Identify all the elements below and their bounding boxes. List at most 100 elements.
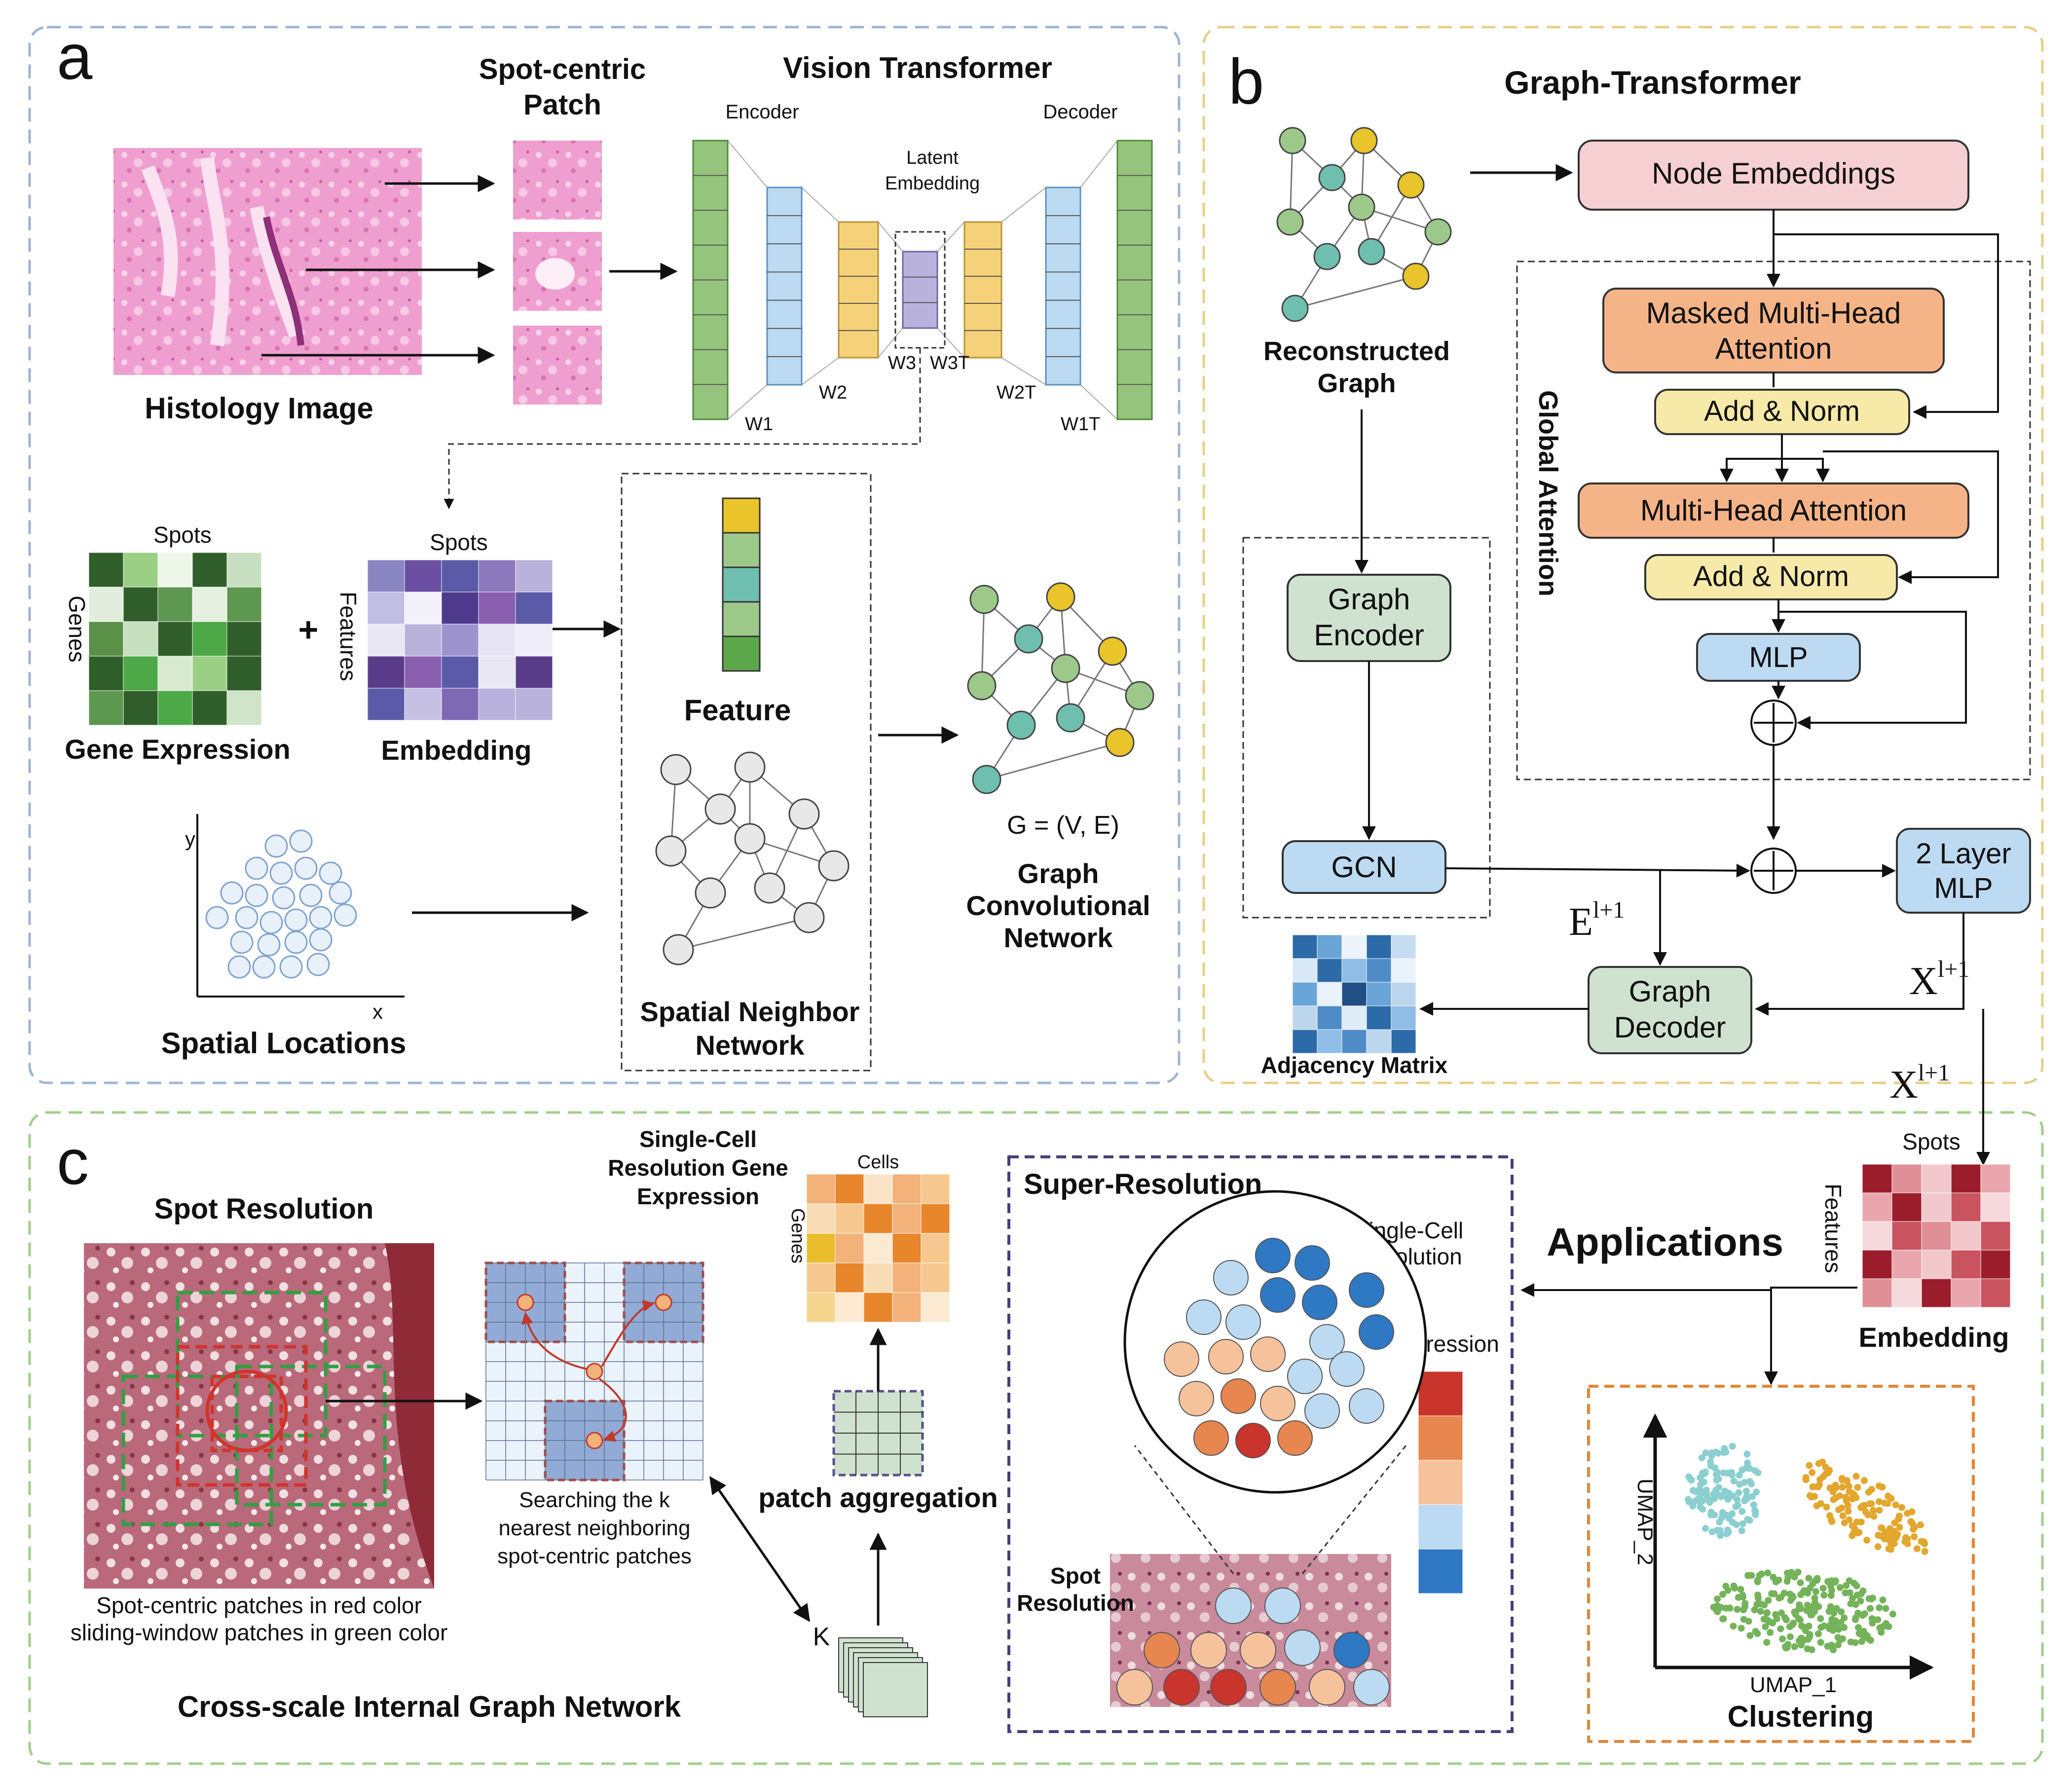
umap-point — [1728, 1469, 1736, 1476]
umap-point — [1798, 1641, 1805, 1649]
gcn-edge — [986, 741, 1120, 780]
adjacency-cell — [1341, 982, 1367, 1006]
sc-heat-cell — [806, 1292, 836, 1323]
embedding-heat-cell — [515, 559, 553, 592]
single-cell — [1304, 1393, 1340, 1429]
umap-point — [1865, 1488, 1872, 1496]
patch-caption-2: sliding-window patches in green color — [71, 1620, 448, 1645]
gene-expr-genes-label: Genes — [64, 595, 90, 663]
spatial-spot — [252, 955, 276, 979]
spot-patch-1 — [513, 141, 602, 220]
umap-point — [1826, 1512, 1833, 1519]
gene-heat-cell — [88, 690, 124, 726]
spatial-spot — [257, 933, 281, 957]
umap-point — [1719, 1591, 1727, 1598]
umap-point — [1853, 1582, 1860, 1590]
w3t-label: W3T — [930, 353, 969, 373]
single-cell — [1309, 1324, 1345, 1360]
gcn-title-2: Convolutional — [966, 890, 1150, 921]
umap-point — [1921, 1540, 1928, 1548]
masked-mha-label-1: Masked Multi-Head — [1646, 296, 1901, 330]
spatial-spot — [333, 903, 357, 927]
umap-point — [1863, 1632, 1871, 1639]
zoom-line-left — [1134, 1445, 1234, 1574]
umap-point — [1854, 1483, 1861, 1491]
single-cell-cells — [1164, 1238, 1394, 1458]
umap-point — [1895, 1513, 1903, 1520]
umap-point — [1817, 1624, 1825, 1631]
gene-heat-cell — [157, 690, 193, 726]
umap-point — [1784, 1641, 1792, 1648]
spatial-network-node — [704, 793, 736, 825]
umap-point — [1886, 1545, 1893, 1552]
umap-point — [1812, 1588, 1819, 1595]
embedding-red-cell — [1951, 1278, 1981, 1308]
k-patch-stack — [838, 1637, 928, 1717]
sc-heat-cell — [835, 1292, 864, 1323]
spatial-spot — [269, 861, 293, 885]
umap-point — [1719, 1615, 1727, 1623]
reconstructed-node — [1279, 127, 1306, 154]
spatial-spot — [245, 856, 268, 880]
umap-point — [1842, 1589, 1849, 1596]
umap-point — [1779, 1635, 1786, 1643]
embedding-red-cell — [1980, 1192, 2011, 1222]
single-cell — [1255, 1238, 1291, 1273]
umap-point — [1702, 1525, 1709, 1532]
panel-c-letter: c — [57, 1126, 89, 1198]
umap-point — [1826, 1625, 1833, 1632]
sc-heat-cell — [835, 1262, 864, 1293]
reconstructed-node — [1313, 243, 1341, 270]
embedding-heatmap-c — [1862, 1164, 2011, 1308]
umap-point — [1823, 1503, 1830, 1511]
umap-scatter — [1684, 1443, 1928, 1654]
sc-heat-cell — [921, 1174, 950, 1204]
gcn-node — [1051, 654, 1080, 683]
umap-point — [1882, 1620, 1889, 1628]
gcn-node — [1098, 636, 1127, 666]
umap-point — [1714, 1608, 1721, 1615]
adjacency-cell — [1366, 958, 1392, 983]
umap-point — [1714, 1595, 1721, 1603]
latent-embedding-label-1: Latent — [906, 148, 959, 168]
sc-heat-cell — [835, 1174, 864, 1204]
umap-point — [1702, 1449, 1709, 1457]
expression-bar-cell — [1418, 1460, 1463, 1505]
sc-heat-cell — [863, 1233, 893, 1263]
umap-point — [1721, 1444, 1728, 1452]
umap-point — [1828, 1607, 1836, 1614]
adjacency-cell — [1317, 1005, 1342, 1030]
umap-point — [1718, 1514, 1725, 1521]
embedding-heat-cell — [367, 559, 405, 592]
umap-point — [1889, 1610, 1896, 1618]
single-cell — [1329, 1351, 1365, 1387]
lung-tissue-image — [84, 1243, 434, 1589]
umap-point — [1914, 1545, 1921, 1553]
umap-point — [1857, 1518, 1865, 1526]
sc-heat-cell — [892, 1174, 922, 1204]
adjacency-cell — [1366, 982, 1392, 1006]
adjacency-cell — [1391, 982, 1416, 1006]
reconstructed-node — [1281, 295, 1309, 322]
umap-point — [1861, 1610, 1868, 1618]
embedding-heat-cell — [478, 688, 516, 721]
embedding-heat-cell — [478, 592, 516, 625]
spatial-spot — [230, 930, 254, 954]
spot-cell — [1284, 1629, 1321, 1666]
umap-point — [1878, 1628, 1885, 1636]
adjacency-cell — [1292, 982, 1318, 1006]
umap-point — [1819, 1585, 1827, 1592]
umap-point — [1772, 1611, 1779, 1618]
embedding-label: Embedding — [381, 735, 532, 766]
umap-point — [1763, 1639, 1771, 1646]
embedding-heat-cell — [367, 592, 405, 625]
umap-point — [1839, 1483, 1846, 1491]
spatial-spot — [272, 886, 296, 910]
umap-point — [1835, 1626, 1842, 1633]
single-cell — [1349, 1388, 1384, 1424]
spot-resolution-cells — [1116, 1588, 1390, 1705]
global-attention-label: Global Attention — [1533, 390, 1563, 596]
embedding-red-cell — [1862, 1250, 1892, 1279]
umap-point — [1921, 1548, 1928, 1555]
adjacency-cell — [1391, 934, 1416, 959]
